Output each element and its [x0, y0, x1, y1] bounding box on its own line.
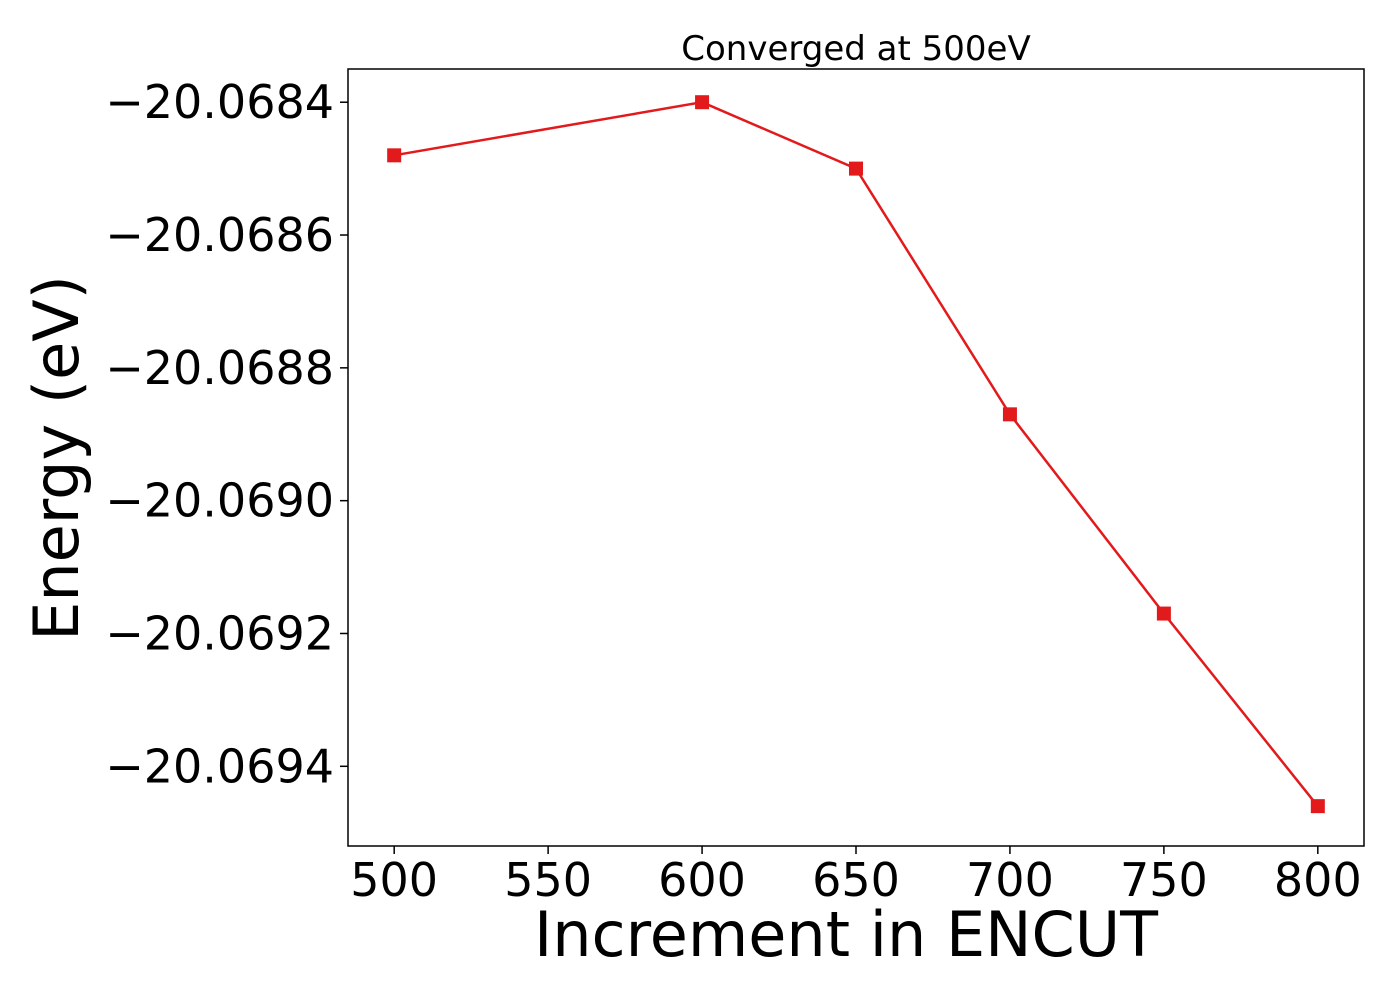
series-line: [393, 100, 1319, 807]
y-tick-label: −20.0686: [105, 208, 334, 262]
y-tick-label: −20.0690: [105, 474, 334, 528]
y-tick-label: −20.0684: [105, 75, 334, 129]
x-tick-label: 700: [966, 853, 1054, 907]
chart-title: Converged at 500eV: [681, 29, 1030, 69]
y-tick-label: −20.0692: [105, 606, 334, 660]
y-axis-label: Energy (eV): [20, 275, 93, 641]
y-tick-label: −20.0694: [105, 739, 334, 793]
data-point-marker: [849, 161, 863, 176]
data-point-marker: [1310, 799, 1325, 814]
x-tick-label: 750: [1120, 853, 1208, 907]
y-tick-label: −20.0688: [105, 341, 334, 395]
plot-area-frame: [347, 68, 1365, 847]
x-tick-label: 550: [504, 853, 592, 907]
data-point-marker: [387, 148, 402, 163]
y-axis: −20.0684 −20.0686 −20.0688 −20.0690 −20.0692…: [105, 75, 348, 793]
x-tick-label: 500: [350, 853, 438, 907]
x-tick-label: 650: [812, 853, 900, 907]
data-point-marker: [695, 95, 710, 110]
data-point-marker: [1002, 407, 1017, 422]
x-axis-label: Increment in ENCUT: [534, 898, 1159, 971]
x-axis: 500 550 600 650 700 750 800: [350, 846, 1362, 907]
x-tick-label: 800: [1274, 853, 1362, 907]
series-layer: [387, 95, 1325, 814]
data-point-marker: [1156, 606, 1171, 621]
x-tick-label: 600: [658, 853, 746, 907]
